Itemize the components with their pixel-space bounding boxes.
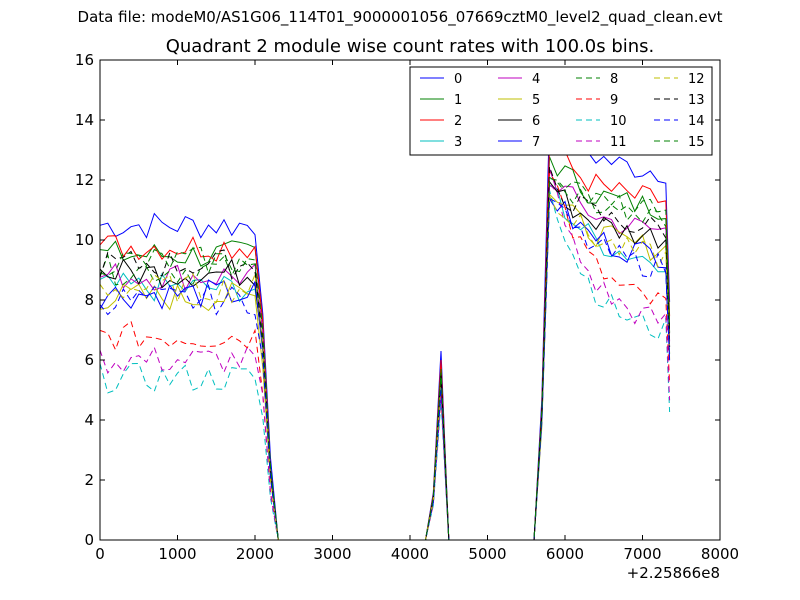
legend-label-6: 6 xyxy=(532,114,540,129)
series-line-2 xyxy=(99,143,671,541)
y-tick-label: 4 xyxy=(84,411,94,429)
x-tick-label: 1000 xyxy=(158,545,196,563)
x-tick-label: 0 xyxy=(95,545,105,563)
series-line-15 xyxy=(99,176,671,541)
series-line-1 xyxy=(99,156,671,541)
legend-label-1: 1 xyxy=(454,93,462,108)
legend-label-12: 12 xyxy=(688,72,705,87)
legend-label-11: 11 xyxy=(610,135,627,150)
figure-suptitle: Data file: modeM0/AS1G06_114T01_90000010… xyxy=(77,8,723,26)
legend-label-4: 4 xyxy=(532,72,540,87)
legend-label-2: 2 xyxy=(454,114,462,129)
axis-ticks: 0 1000 2000 3000 4000 5000 6000 7000 80000246810… xyxy=(75,51,739,582)
legend-label-3: 3 xyxy=(454,135,462,150)
y-tick-label: 16 xyxy=(75,51,94,69)
x-tick-label: 5000 xyxy=(468,545,506,563)
series-line-7 xyxy=(99,197,671,541)
series-line-5 xyxy=(99,193,671,541)
y-tick-label: 12 xyxy=(75,171,94,189)
legend-box xyxy=(409,66,713,156)
legend-label-9: 9 xyxy=(610,93,618,108)
y-tick-label: 6 xyxy=(84,351,94,369)
y-tick-label: 10 xyxy=(75,231,94,249)
legend-label-8: 8 xyxy=(610,72,618,87)
series-line-6 xyxy=(99,180,671,541)
legend-label-5: 5 xyxy=(532,93,540,108)
series-line-12 xyxy=(99,195,671,541)
series-line-8 xyxy=(99,177,671,541)
series-line-14 xyxy=(99,197,671,541)
x-tick-label: 3000 xyxy=(313,545,351,563)
x-tick-label: 2000 xyxy=(236,545,274,563)
series-line-13 xyxy=(99,166,671,541)
x-tick-label: 8000 xyxy=(701,545,739,563)
x-tick-label: 7000 xyxy=(623,545,661,563)
x-tick-label: 6000 xyxy=(546,545,584,563)
y-tick-label: 14 xyxy=(75,111,94,129)
series-line-11 xyxy=(99,182,671,541)
chart-title: Quadrant 2 module wise count rates with … xyxy=(165,36,655,57)
y-tick-label: 2 xyxy=(84,471,94,489)
y-tick-label: 0 xyxy=(84,531,94,549)
x-tick-label: 4000 xyxy=(391,545,429,563)
legend-label-10: 10 xyxy=(610,114,627,129)
y-tick-label: 8 xyxy=(84,291,94,309)
plot-lines xyxy=(99,117,671,541)
legend-label-14: 14 xyxy=(688,114,705,129)
series-line-0 xyxy=(99,117,671,541)
series-line-10 xyxy=(99,190,671,541)
legend-label-0: 0 xyxy=(454,72,462,87)
legend-label-15: 15 xyxy=(688,135,705,150)
legend-label-13: 13 xyxy=(688,93,705,108)
legend-label-7: 7 xyxy=(532,135,540,150)
x-offset-label: +2.25866e8 xyxy=(627,564,720,582)
